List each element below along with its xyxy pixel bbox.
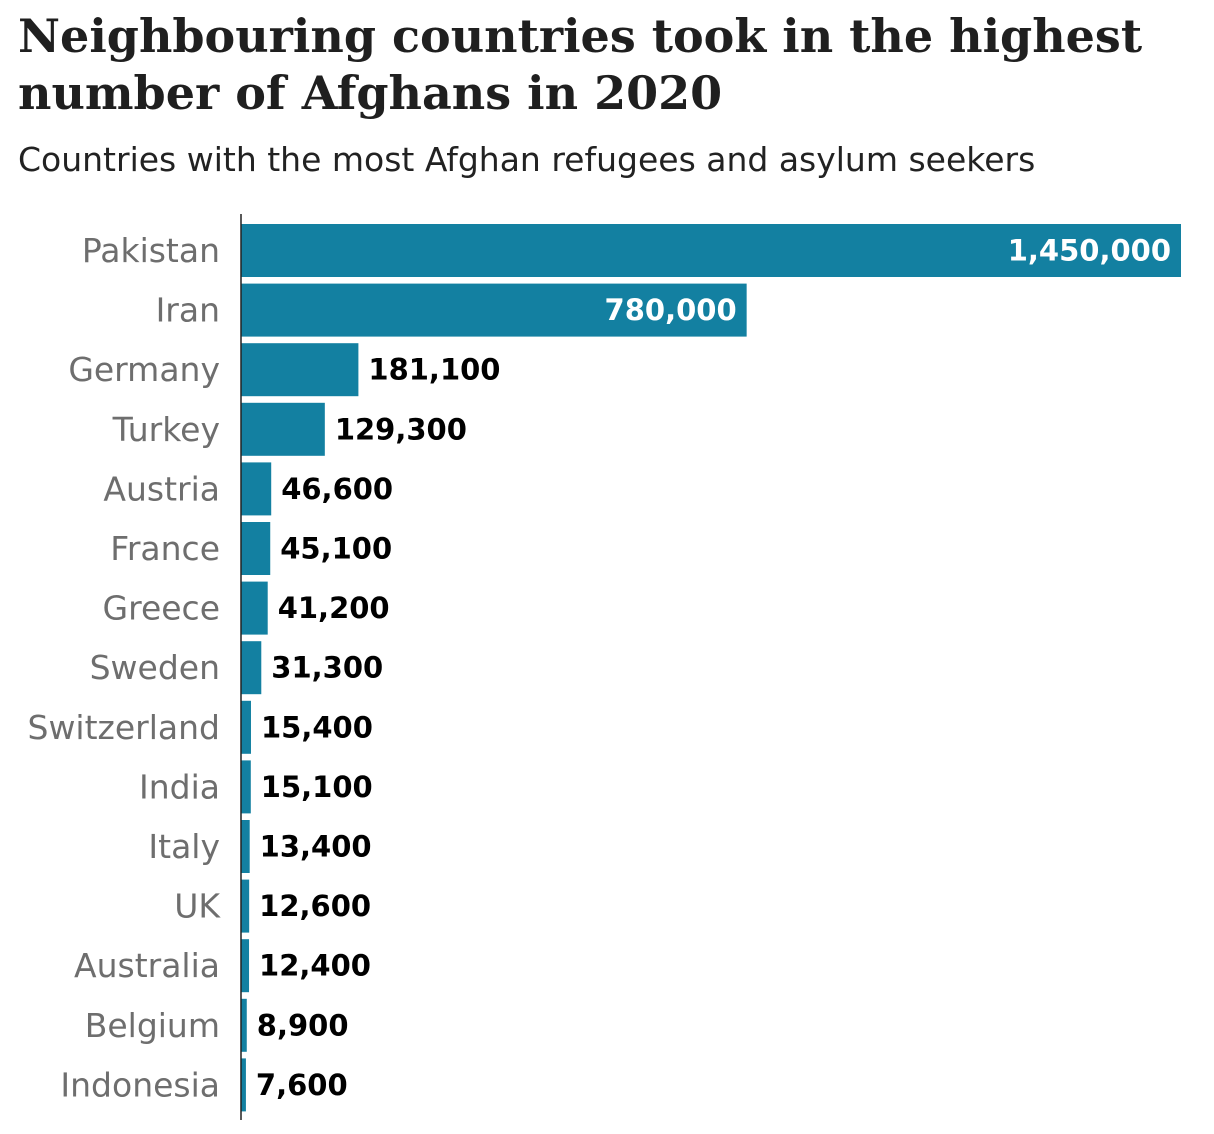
bar-italy: [241, 820, 250, 873]
category-label: UK: [174, 887, 221, 926]
bar-france: [241, 522, 271, 575]
bar-belgium: [241, 998, 247, 1052]
category-label: Switzerland: [28, 708, 221, 747]
category-label: Iran: [156, 291, 220, 330]
value-label: 15,100: [261, 770, 373, 804]
value-label: 41,200: [278, 591, 390, 625]
value-label: 181,100: [368, 353, 500, 387]
value-label: 12,400: [259, 949, 371, 983]
bar-greece: [241, 581, 268, 635]
value-label: 8,900: [257, 1008, 349, 1042]
bar-germany: [241, 343, 359, 397]
category-label: Italy: [148, 827, 220, 866]
bar-pakistan: [241, 224, 1181, 277]
bar-switzerland: [241, 700, 251, 754]
category-label: France: [110, 529, 220, 568]
category-label: Belgium: [85, 1006, 220, 1045]
category-label: Pakistan: [82, 231, 220, 270]
bars-group: Pakistan 1,450,000 Iran 780,000 Germany 181,1…: [28, 224, 1181, 1112]
value-label: 45,100: [280, 532, 392, 566]
category-label: Austria: [103, 469, 220, 508]
chart-subtitle: Countries with the most Afghan refugees …: [18, 140, 1036, 179]
value-label: 31,300: [271, 651, 383, 685]
bar-sweden: [241, 641, 262, 695]
value-label: 129,300: [335, 412, 467, 446]
bar-australia: [241, 939, 250, 993]
value-label: 1,450,000: [1008, 234, 1171, 268]
bar-uk: [241, 879, 250, 933]
category-label: Australia: [74, 946, 220, 985]
value-label: 780,000: [605, 293, 737, 327]
category-label: Germany: [68, 350, 220, 389]
value-label: 15,400: [261, 710, 373, 744]
category-label: Indonesia: [60, 1065, 220, 1104]
value-label: 12,600: [259, 889, 371, 923]
category-label: Turkey: [112, 410, 220, 449]
bar-india: [241, 760, 251, 814]
chart-title: Neighbouring countries took in the highe…: [18, 9, 1143, 120]
value-label: 7,600: [256, 1068, 348, 1102]
bar-iran: [241, 283, 747, 337]
bar-indonesia: [241, 1058, 246, 1112]
bar-turkey: [241, 402, 325, 456]
bar-austria: [241, 462, 272, 516]
value-label: 46,600: [281, 472, 393, 506]
category-label: Greece: [103, 589, 220, 628]
category-label: Sweden: [90, 648, 220, 687]
category-label: India: [139, 767, 220, 806]
value-label: 13,400: [260, 830, 372, 864]
